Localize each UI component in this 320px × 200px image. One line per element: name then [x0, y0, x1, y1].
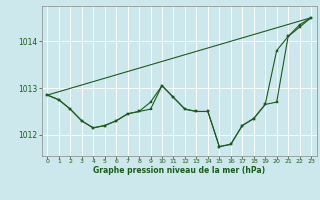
X-axis label: Graphe pression niveau de la mer (hPa): Graphe pression niveau de la mer (hPa)	[93, 166, 265, 175]
